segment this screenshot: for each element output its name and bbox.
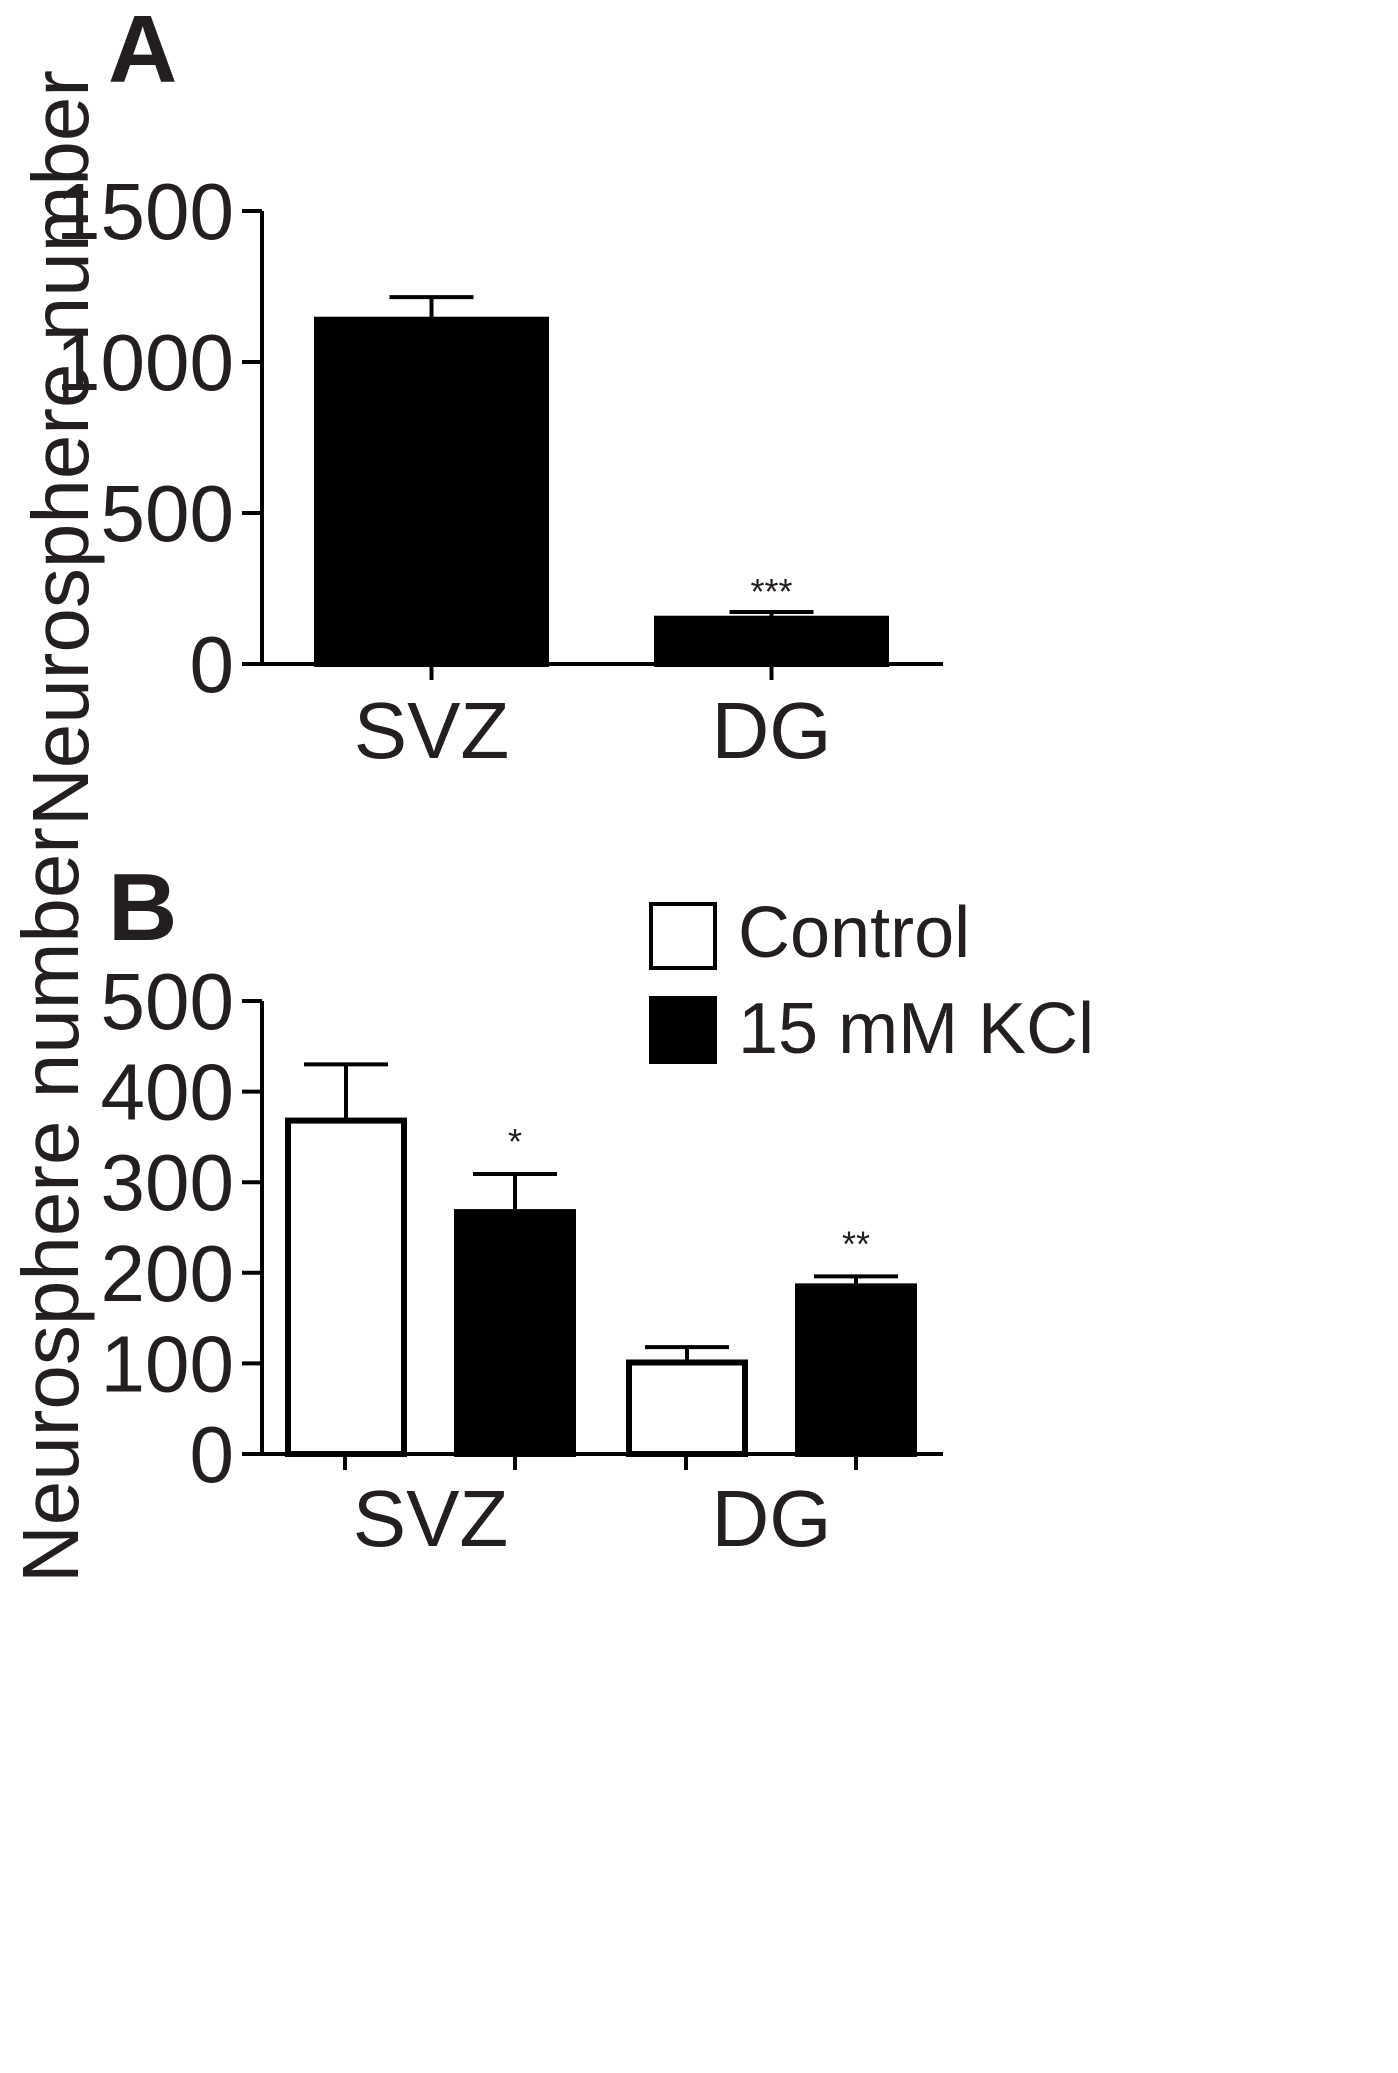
legend-label-kcl: 15 mM KCl <box>738 989 1094 1069</box>
legend: Control 15 mM KCl <box>649 893 1094 1069</box>
y-tick-label: 0 <box>190 620 235 709</box>
legend-label-control: Control <box>738 893 970 973</box>
y-tick-label: 300 <box>101 1138 234 1227</box>
significance-label: ** <box>842 1223 870 1264</box>
panel-a-y-axis-title: Neurosphere number <box>16 70 105 826</box>
significance-label: *** <box>750 571 792 612</box>
y-tick-label: 1000 <box>56 318 234 407</box>
x-tick-label-dg: DG <box>712 686 832 775</box>
x-tick-label-svz: SVZ <box>354 686 510 775</box>
panel-b-y-axis-title: Neurosphere number <box>6 827 95 1583</box>
legend-swatch-control <box>649 902 717 970</box>
y-tick-label: 500 <box>101 957 234 1046</box>
bar-dg <box>654 615 889 668</box>
y-tick-label: 100 <box>101 1319 234 1408</box>
y-tick-label: 1500 <box>56 167 234 256</box>
x-tick-label-dg: DG <box>712 1474 832 1563</box>
panel-a: A Neurosphere number 0 500 1000 1500 SVZ DG **… <box>16 0 943 826</box>
y-tick-label: 200 <box>101 1229 234 1318</box>
panel-a-letter: A <box>108 0 177 103</box>
legend-swatch-kcl <box>649 996 717 1064</box>
y-tick-label: 400 <box>101 1048 234 1137</box>
y-tick-label: 0 <box>190 1410 235 1499</box>
significance-label: * <box>508 1121 522 1162</box>
bar-dg-kcl <box>795 1283 917 1458</box>
bar-svz-kcl <box>454 1209 576 1458</box>
panel-b-letter: B <box>108 854 177 961</box>
bar-svz <box>314 316 549 667</box>
y-tick-label: 500 <box>101 469 234 558</box>
x-tick-label-svz: SVZ <box>353 1474 509 1563</box>
bar-svz-control <box>285 1117 407 1458</box>
bar-dg-control <box>626 1359 748 1458</box>
panel-b: B Neurosphere number Control 15 mM KCl 0… <box>6 827 1094 1583</box>
